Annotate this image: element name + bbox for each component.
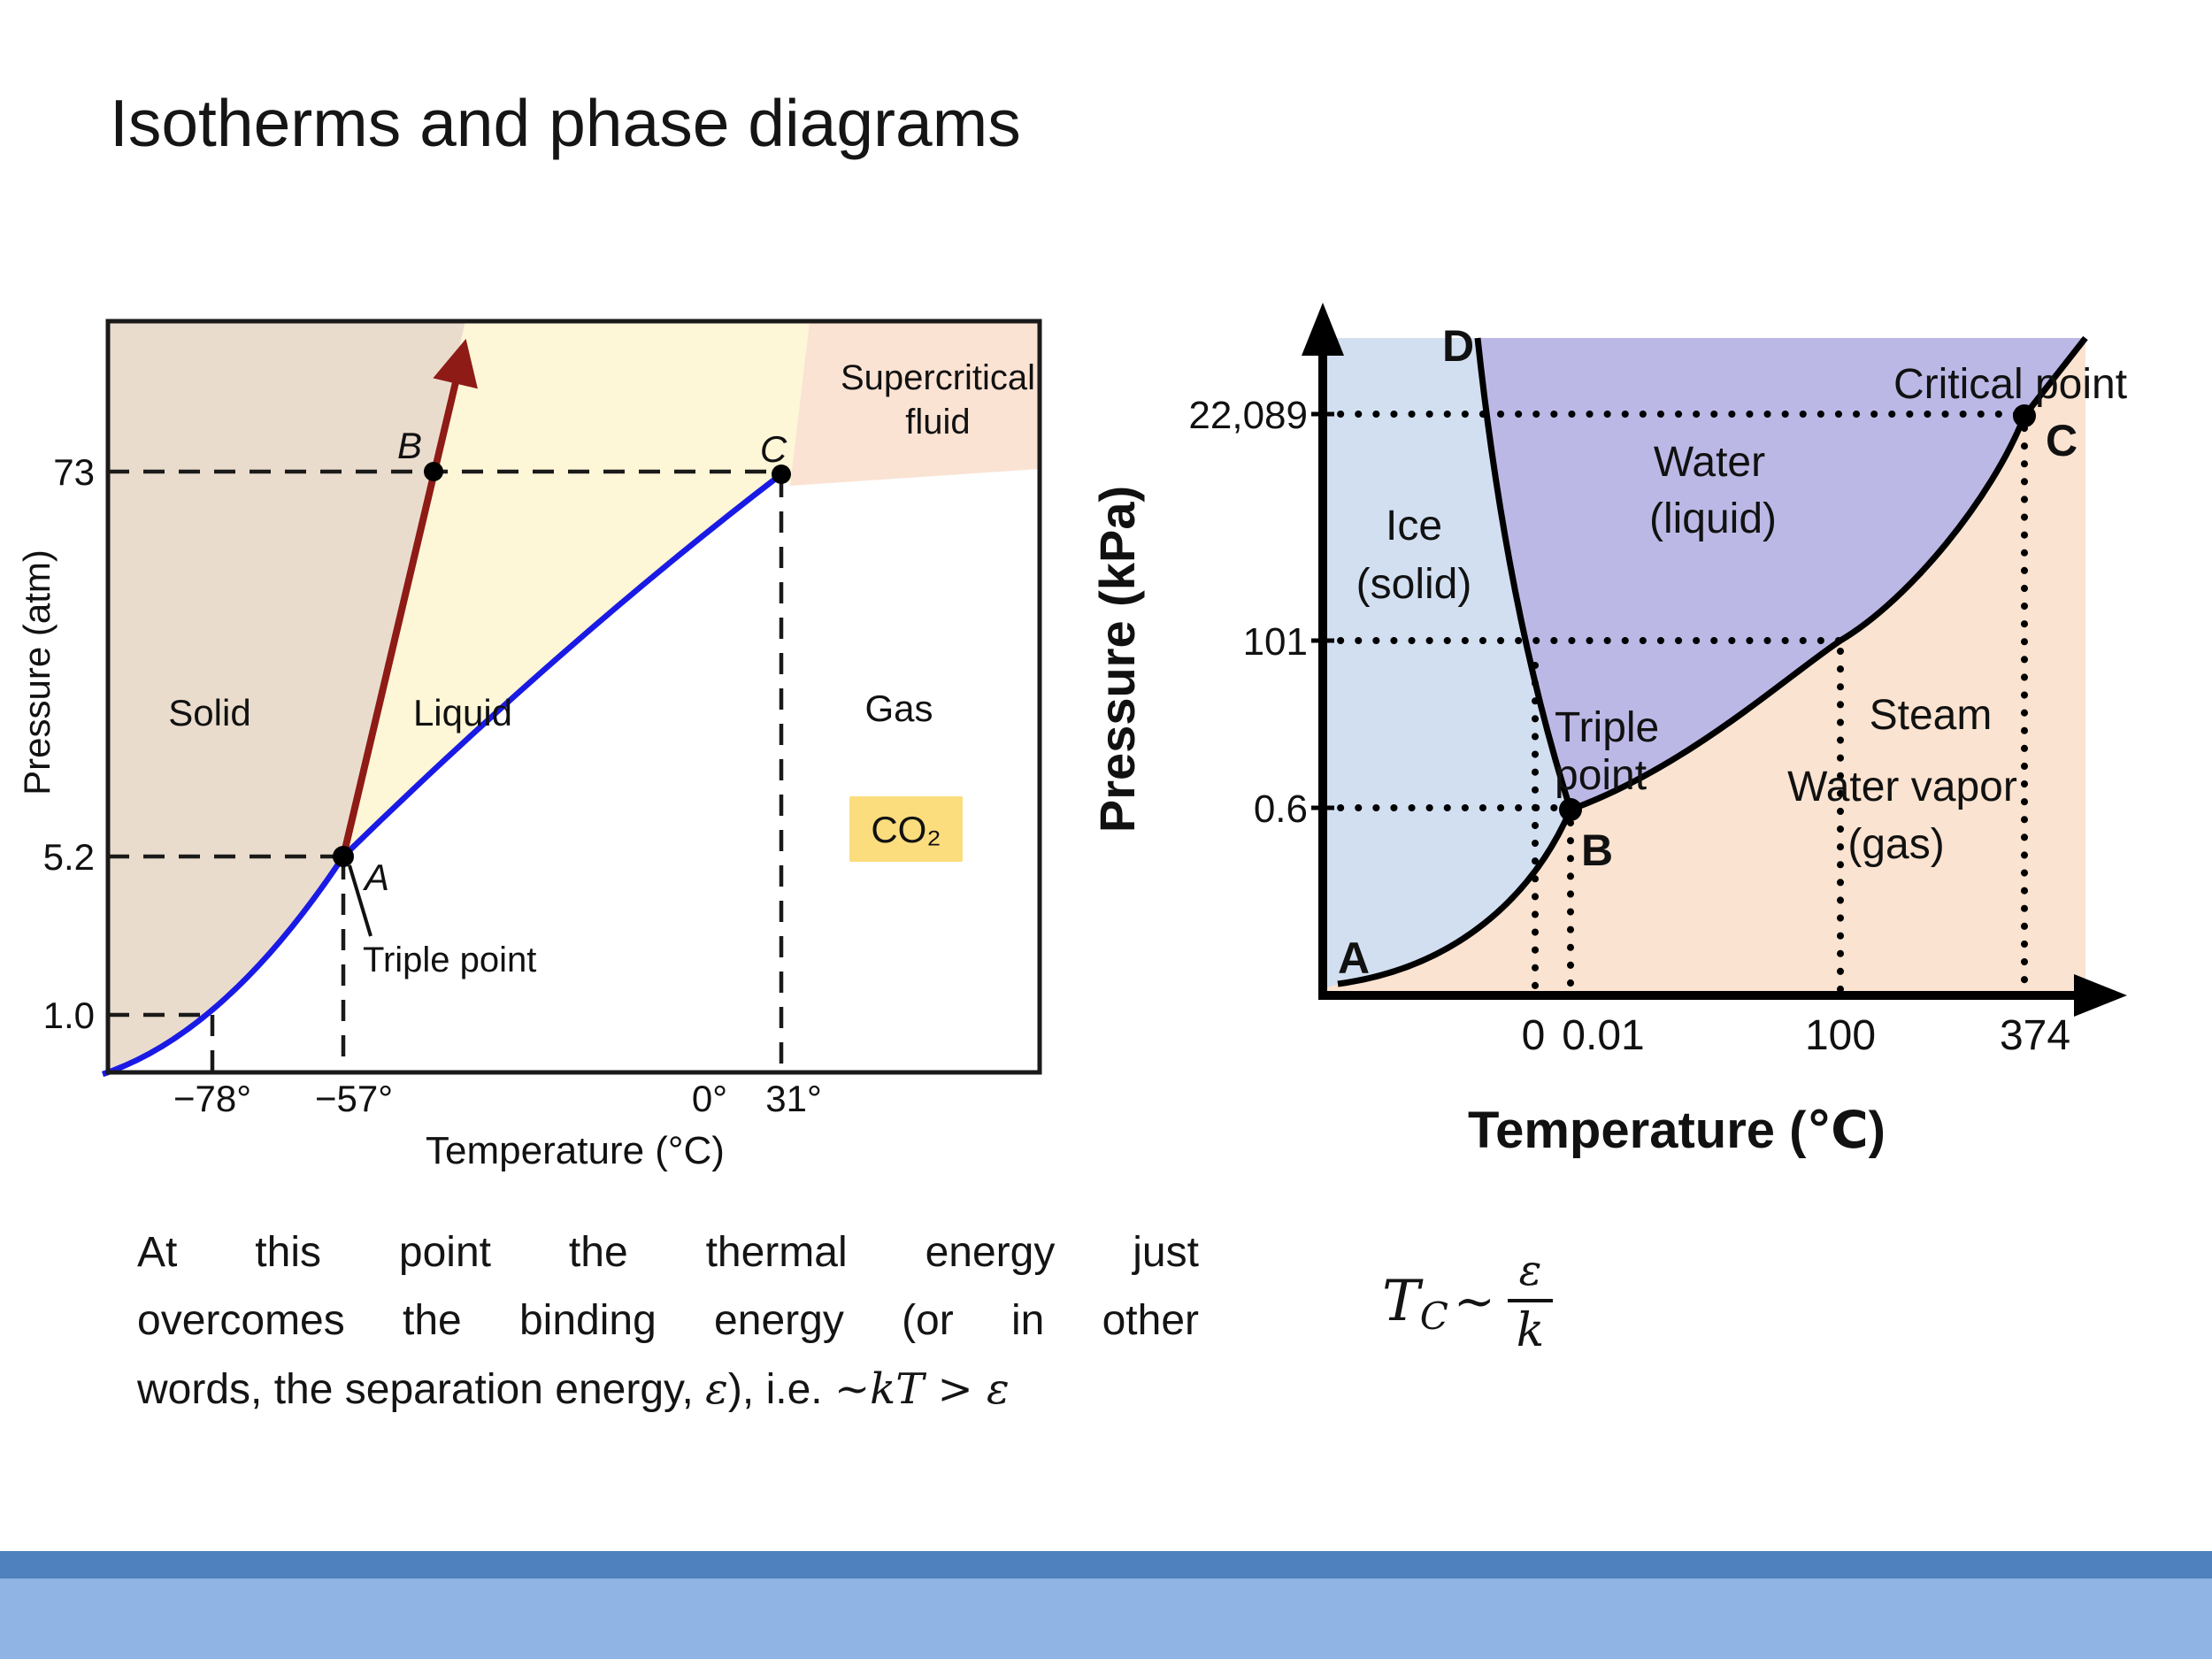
co2-substance-box [849,796,963,862]
water-point-D-label: D [1442,321,1474,371]
formula-denominator-k: k [1507,1299,1554,1357]
water-region-steam-label: Steam [1870,692,1993,739]
water-x-axis-label: Temperature (℃) [1468,1102,1886,1159]
co2-y-axis-label: Pressure (atm) [16,549,58,795]
word: in [1010,1297,1045,1344]
co2-region-solid-label: Solid [168,692,250,733]
text-run: words, the separation energy, [137,1366,706,1413]
word: the [568,1229,628,1276]
co2-frame [105,319,1042,1075]
water-vaporization-curve [1569,414,2028,813]
word: binding [518,1297,657,1344]
co2-liquid-region [343,321,810,856]
co2-point-A-label: A [362,856,389,898]
co2-ytick-1.0: 1.0 [43,995,95,1036]
co2-region-liquid-label: Liquid [413,692,512,733]
water-xtick-374: 374 [2000,1012,2070,1059]
water-point-C-label: C [2046,416,2078,465]
co2-x-axis-label: Temperature (°C) [426,1129,725,1172]
formula-subscript-C: C [1419,1294,1448,1338]
formula-numerator-epsilon: ε [1518,1246,1542,1295]
co2-region-supercritical-label-2: fluid [905,403,970,442]
co2-ytick-5.2: 5.2 [43,836,95,878]
co2-point-C-dot [772,465,791,484]
water-region-liquid-label-1: Water [1654,439,1765,486]
word: this [255,1229,321,1276]
co2-triple-point-pointer [348,864,373,937]
water-ytick-22089: 22,089 [1188,394,1308,437]
water-region-ice-label-2: (solid) [1356,561,1472,608]
formula-T: T [1382,1269,1420,1334]
water-y-axis-arrowhead [1302,303,1344,356]
water-sublimation-curve [1337,808,1574,987]
water-xtick-0: 0 [1522,1012,1546,1059]
water-triple-point-label-1: Triple [1555,704,1659,751]
water-supercritical-boundary [2022,335,2088,419]
slide-title: Isotherms and phase diagrams [110,86,1021,160]
paragraph-line-3: words, the separation energy, ε), i.e. ~… [137,1364,1199,1432]
text-run: ), i.e. [727,1366,834,1413]
co2-xtick-31: 31° [765,1078,822,1119]
water-point-B-label: B [1581,826,1613,875]
co2-fusion-line-arrow [340,338,478,857]
co2-point-C-label: C [760,428,787,470]
co2-xtick-0: 0° [692,1078,727,1119]
epsilon-symbol: ε [705,1364,728,1414]
word: overcomes [137,1297,345,1344]
word: point [398,1229,491,1276]
co2-supercritical-region [790,321,1040,486]
water-triple-point-dot [1559,798,1582,821]
water-critical-point-label: Critical point [1893,361,2127,408]
water-critical-point-dot [2013,404,2036,427]
water-liquid-region [1478,338,2085,810]
water-xtick-0.01: 0.01 [1562,1012,1644,1059]
co2-point-B-dot [424,462,443,481]
water-region-vapor-label-1: Water vapor [1787,764,2017,810]
paragraph-line-2: overcomes the binding energy (or in othe… [137,1296,1199,1364]
paragraph-line-1: At this point the thermal energy just [137,1228,1199,1296]
co2-substance-label: CO₂ [871,809,941,850]
water-x-axis-arrowhead [2074,974,2127,1017]
footer-bar-dark [0,1551,2212,1578]
water-region-ice-label-1: Ice [1386,503,1442,549]
water-fusion-line [1474,337,1574,811]
word: (or [902,1297,954,1344]
word: the [403,1297,462,1344]
co2-point-B-label: B [397,425,422,466]
word: thermal [705,1229,848,1276]
footer-bar-light [0,1578,2212,1659]
water-triple-point-label-2: point [1555,752,1647,799]
word: At [137,1229,178,1276]
co2-vaporization-curve [341,472,783,859]
co2-xtick--78: −78° [173,1078,251,1119]
co2-region-gas-label: Gas [864,687,933,729]
water-ytick-0.6: 0.6 [1254,787,1308,831]
water-xtick-100: 100 [1805,1012,1876,1059]
word: energy [714,1297,844,1344]
water-ytick-101: 101 [1243,620,1308,664]
water-region-vapor-label-2: (gas) [1847,821,1944,868]
co2-region-supercritical-label-1: Supercritical [841,358,1035,397]
co2-solid-region [108,321,465,1069]
co2-phase-diagram: 73 5.2 1.0 −78° −57° 0° 31° Pressure (at… [16,319,1042,1172]
word: energy [925,1229,1056,1276]
co2-point-A-dot [333,846,354,867]
formula-fraction: ε k [1507,1246,1554,1357]
co2-xtick--57: −57° [315,1078,393,1119]
water-y-axis-label: Pressure (kPa) [1089,486,1145,833]
kT-inequality: ~kT > ε [833,1364,1010,1414]
co2-ytick-73: 73 [53,451,95,493]
formula-tilde: ~ [1453,1272,1495,1331]
water-region-liquid-label-2: (liquid) [1649,495,1777,542]
co2-triple-point-label: Triple point [363,941,536,979]
water-ice-region [1323,338,1571,989]
co2-sublimation-curve [101,855,346,1078]
word: just [1133,1229,1199,1276]
water-point-A-label: A [1338,933,1370,983]
word: other [1102,1297,1199,1344]
water-phase-diagram: 22,089 101 0.6 0 0.01 100 374 Pressure (… [1089,303,2127,1159]
body-paragraph: At this point the thermal energy just ov… [137,1228,1199,1432]
